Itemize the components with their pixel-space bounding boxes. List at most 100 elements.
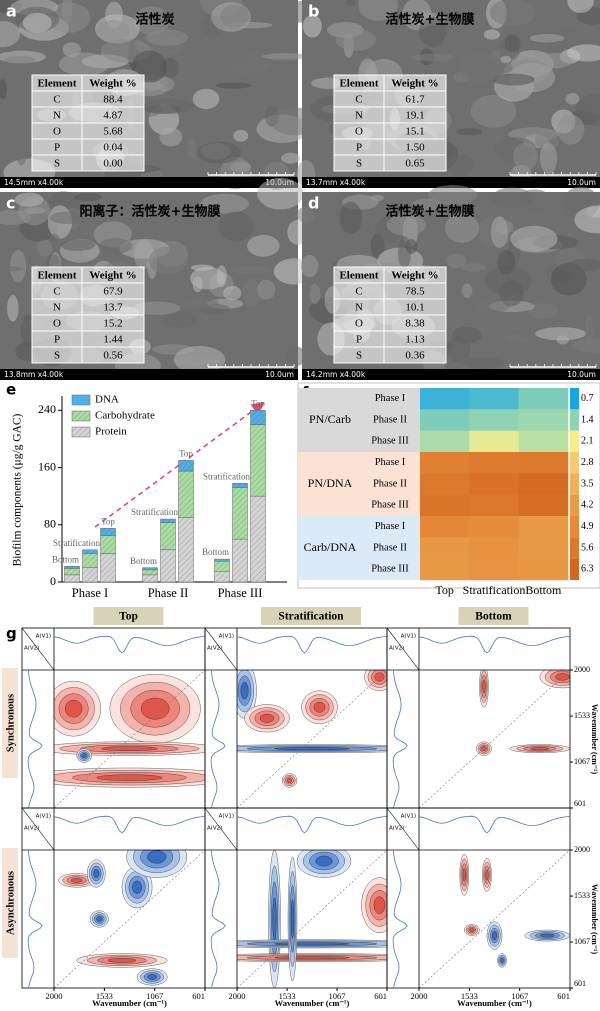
heat-cell [518,494,569,517]
sem-texture [568,359,584,373]
sem-texture [296,206,315,223]
contour-map [54,670,205,808]
table-value: P [356,334,362,346]
x-tick-label: 601 [557,991,570,1001]
spectrum [236,635,388,654]
sem-texture [242,279,262,308]
row-label: Phase III [371,436,409,447]
sem-texture [405,239,418,254]
table-value: 15.2 [103,318,122,330]
sem-texture [186,137,196,159]
bar-hatch [250,496,266,582]
sem-texture [159,127,183,147]
contour-level [274,747,350,751]
column-title: Bottom [475,611,512,623]
table-header: Element [339,270,378,282]
bar-hatch [178,460,194,472]
column-title: Top [119,611,138,623]
table-value: S [356,158,362,170]
colorbar-label: 4.2 [581,500,594,511]
heat-cell [469,473,519,495]
y-tick-label: 160 [38,459,56,473]
table-value: 19.1 [405,110,424,122]
sem-texture [47,2,91,33]
x-tick-label: 2000 [411,991,428,1001]
contour-level [70,878,83,883]
sem-texture [497,250,516,275]
legend-label: Carbohydrate [95,410,155,422]
colorbar-box [570,388,579,410]
sem-texture [458,52,505,83]
sem-texture [215,82,252,89]
sem-texture [281,152,301,164]
sem-texture [282,0,332,24]
group-label: PN/DNA [308,476,353,490]
table-value: 78.5 [405,286,425,298]
column-title-box [458,607,529,625]
heat-cell [420,516,470,538]
contour-level [491,931,498,941]
table-header: Element [37,78,76,90]
sem-title: 活性炭+生物膜 [386,204,475,220]
sem-texture [200,193,249,214]
bar-group-label: Bottom [202,547,229,557]
sem-texture [132,301,181,315]
table-value: 88.4 [103,94,123,106]
sem-texture [230,266,272,274]
x-tick-label: Phase II [148,586,189,600]
heat-cell [518,558,569,581]
sem-texture [285,346,307,366]
table-value: O [53,126,61,138]
sem-texture [49,211,87,225]
colorbar-box [570,452,579,474]
sem-texture [74,193,102,202]
table-value: N [53,110,61,122]
bar-hatch [100,535,116,554]
x-axis-label: Wavenumber (cm⁻¹) [92,998,167,1008]
sem-texture [461,283,473,298]
bar-hatch [232,539,248,582]
table-value: C [53,94,60,106]
sem-texture [483,29,501,40]
heat-cell [518,452,569,474]
table-value: P [54,334,60,346]
contour-level [96,774,163,781]
colorbar-box [570,409,579,431]
spectrum-label: A(V2) [389,826,404,832]
sem-info: 14.2mm x4.00k [306,370,366,379]
sem-texture [418,17,447,47]
contour-level [286,778,292,783]
colorbar-box [570,516,579,538]
y-tick-label: 80 [44,517,56,531]
contour-map [54,850,205,988]
bar-hatch [142,569,158,575]
heat-cell [518,388,569,410]
table-value: 0.04 [103,142,123,154]
contour-level [485,869,489,881]
sem-texture [510,225,558,252]
sem-texture [148,246,188,274]
contour-bg [419,670,570,808]
y-tick-label: 240 [38,402,56,416]
sem-title: 活性炭+生物膜 [386,12,475,28]
table-cell [81,154,145,172]
contour-level [259,713,275,723]
table-value: S [54,350,60,362]
table-value: N [53,302,61,314]
group-label: Carb/DNA [304,540,357,554]
sem-texture [565,93,580,105]
sem-texture [456,128,483,136]
contour-level [290,899,295,939]
sem-texture [162,57,179,79]
sem-texture [358,0,399,21]
plot-frame [386,807,571,989]
colorbar-label: 4.9 [581,521,594,532]
panel-label: d [308,194,319,213]
spectrum-label: A(V1) [219,634,234,640]
spectrum-label: A(V1) [219,814,234,820]
sem-texture [220,4,249,29]
sem-texture [504,34,521,53]
bar-hatch [232,487,248,540]
contour-level [93,869,100,878]
